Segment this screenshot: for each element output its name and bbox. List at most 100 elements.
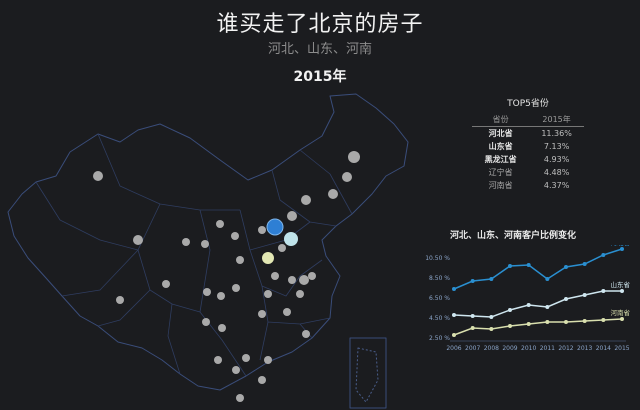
bubble-other [133,235,143,245]
bubble-other [182,238,190,246]
bubble-other [348,151,360,163]
line-chart: 2.50 % 4.50 % 6.50 % 8.50 % 10.50 % 2006 2007 2… [425,245,631,352]
data-point [526,303,531,307]
series-line [453,290,622,318]
data-point [564,297,568,301]
bubble-other [264,290,272,298]
bubble-shandong [284,232,298,246]
bubble-other [242,354,250,362]
value-cell: 7.13% [543,142,570,151]
data-point [545,305,550,309]
data-point [526,322,531,326]
bubble-other [283,308,291,316]
bubble-other [258,310,266,318]
bubble-other [162,280,170,288]
series-line [453,248,623,290]
data-point [620,289,624,293]
data-point [526,263,531,267]
bubble-other [271,272,279,280]
china-map [7,93,409,409]
data-point [489,327,494,331]
bubble-other [308,272,316,280]
province-cell: 河南省 [488,181,513,190]
data-point [508,324,512,328]
bubble-other [301,195,311,205]
x-tick-label: 2015 [614,345,629,352]
top5-header-province: 省份 [472,113,530,127]
bubble-other [232,284,240,292]
x-tick-label: 2010 [521,345,536,352]
table-row: 河南省 4.37% [472,179,584,192]
data-point [470,326,475,330]
value-cell: 4.93% [543,155,570,164]
data-point [508,308,512,312]
x-tick-label: 2006 [446,345,461,352]
x-tick-label: 2013 [577,345,592,352]
value-cell: 4.37% [543,181,570,190]
series-label: 河北省 [611,245,631,247]
data-point [582,262,587,266]
bubble-other [328,189,338,199]
china-outline [7,93,409,391]
y-tick-label: 10.50 % [425,255,450,262]
data-point [452,333,456,337]
province-bubbles [93,151,360,402]
bubble-henan [262,252,274,264]
data-point [452,287,456,291]
bubble-other [203,288,211,296]
x-tick-label: 2012 [558,345,573,352]
data-point [545,320,550,324]
bubble-other [231,232,239,240]
bubble-other [232,366,240,374]
bubble-other [288,276,296,284]
table-row: 辽宁省 4.48% [472,166,584,179]
bubble-other [302,330,310,338]
bubble-other [258,226,266,234]
data-point [452,313,456,317]
bubble-other [258,376,266,384]
series-label: 山东省 [611,280,631,289]
data-point [545,277,550,281]
bubble-other [218,324,226,332]
data-point [601,289,606,293]
series-label: 河南省 [611,308,631,317]
data-point [620,247,624,251]
bubble-other [116,296,124,304]
top5-panel: TOP5省份 省份 2015年 河北省 11.36% 山东省 7.13% 黑龙江… [472,96,584,192]
data-point [564,265,568,269]
data-point [582,319,587,323]
data-point [601,253,606,257]
bubble-other [342,172,352,182]
top5-title: TOP5省份 [507,99,549,109]
x-tick-label: 2009 [502,345,517,352]
x-tick-label: 2008 [484,345,499,352]
line-chart-title: 河北、山东、河南客户比例变化 [450,231,577,241]
data-point [470,279,475,283]
bubble-other [264,356,272,364]
bubble-other [299,275,309,285]
bubble-hebei [266,218,284,236]
data-point [582,293,587,297]
y-tick-label: 4.50 % [429,315,450,322]
province-borders [35,133,353,377]
year-label: 2015年 [293,69,347,85]
bubble-other [216,220,224,228]
top5-table: 省份 2015年 河北省 11.36% 山东省 7.13% 黑龙江省 4.93%… [472,113,584,192]
top5-header-year: 2015年 [529,113,584,127]
bubble-other [236,256,244,264]
table-row: 河北省 11.36% [472,127,584,141]
page-subtitle: 河北、山东、河南 [267,42,372,57]
data-point [489,315,494,319]
value-cell: 4.48% [543,168,570,177]
y-tick-label: 2.50 % [429,335,450,342]
bubble-other [201,240,209,248]
data-point [470,314,475,318]
table-row: 山东省 7.13% [472,140,584,153]
page-title: 谁买走了北京的房子 [216,12,424,37]
data-point [620,317,624,321]
bubble-other [236,394,244,402]
data-point [601,318,606,322]
data-point [508,264,512,268]
province-cell: 山东省 [488,142,513,151]
bubble-other [287,211,297,221]
